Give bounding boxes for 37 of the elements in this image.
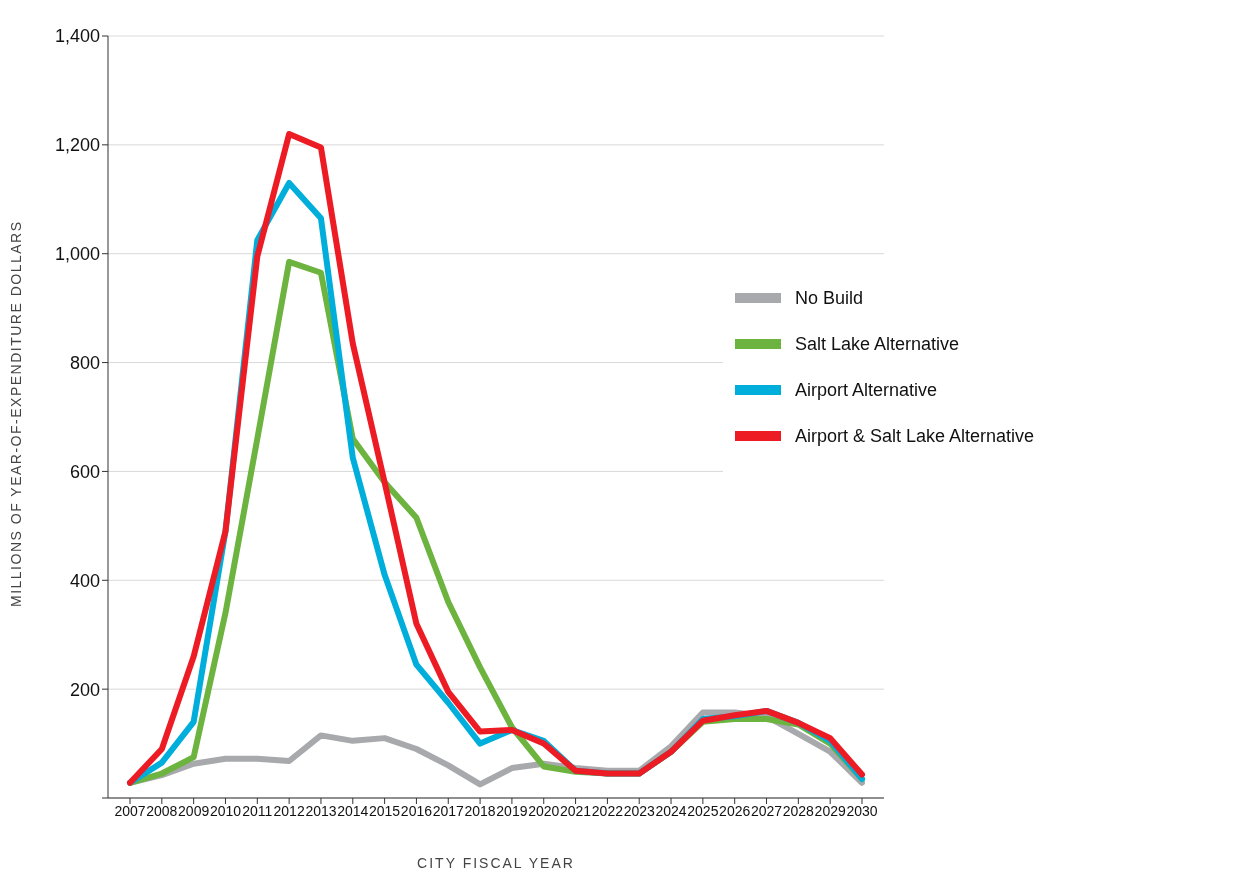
y-tick-label: 1,200 [54, 135, 100, 156]
x-tick-label: 2029 [814, 802, 846, 819]
x-tick-label: 2007 [114, 802, 146, 819]
x-tick-label: 2020 [528, 802, 560, 819]
y-tick-label: 1,000 [54, 244, 100, 265]
x-tick-label: 2011 [242, 802, 273, 819]
x-tick-label: 2023 [623, 802, 655, 819]
y-tick-label: 1,400 [54, 26, 100, 47]
x-tick-label: 2024 [655, 802, 687, 819]
x-tick-label: 2022 [591, 802, 624, 819]
x-tick-label: 2010 [209, 802, 242, 819]
x-tick-label: 2019 [496, 802, 528, 819]
x-tick-label: 2017 [432, 802, 465, 819]
y-tick-label: 800 [69, 352, 100, 373]
legend-label: No Build [795, 287, 864, 309]
y-tick-label: 600 [69, 461, 100, 482]
x-tick-label: 2025 [687, 802, 719, 819]
x-tick-label: 2021 [559, 802, 592, 819]
x-tick-label: 2008 [146, 802, 178, 819]
legend-label: Salt Lake Alternative [795, 333, 960, 355]
x-tick-label: 2015 [369, 802, 401, 819]
x-tick-label: 2012 [273, 802, 305, 819]
x-tick-label: 2016 [400, 802, 433, 819]
x-tick-label: 2027 [750, 802, 783, 819]
y-tick-label: 200 [69, 679, 100, 700]
x-axis-title: CITY FISCAL YEAR [417, 855, 575, 871]
x-tick-label: 2030 [846, 802, 878, 819]
x-tick-label: 2009 [178, 802, 210, 819]
legend-label: Airport Alternative [795, 379, 938, 401]
x-tick-label: 2014 [337, 802, 369, 819]
y-tick-label: 400 [69, 570, 100, 591]
legend-label: Airport & Salt Lake Alternative [795, 425, 1035, 447]
x-tick-label: 2026 [719, 802, 751, 819]
x-tick-label: 2028 [782, 802, 815, 819]
x-tick-label: 2018 [464, 802, 496, 819]
x-tick-label: 2013 [305, 802, 337, 819]
y-axis-title: MILLIONS OF YEAR-OF-EXPENDITURE DOLLARS [7, 220, 24, 607]
